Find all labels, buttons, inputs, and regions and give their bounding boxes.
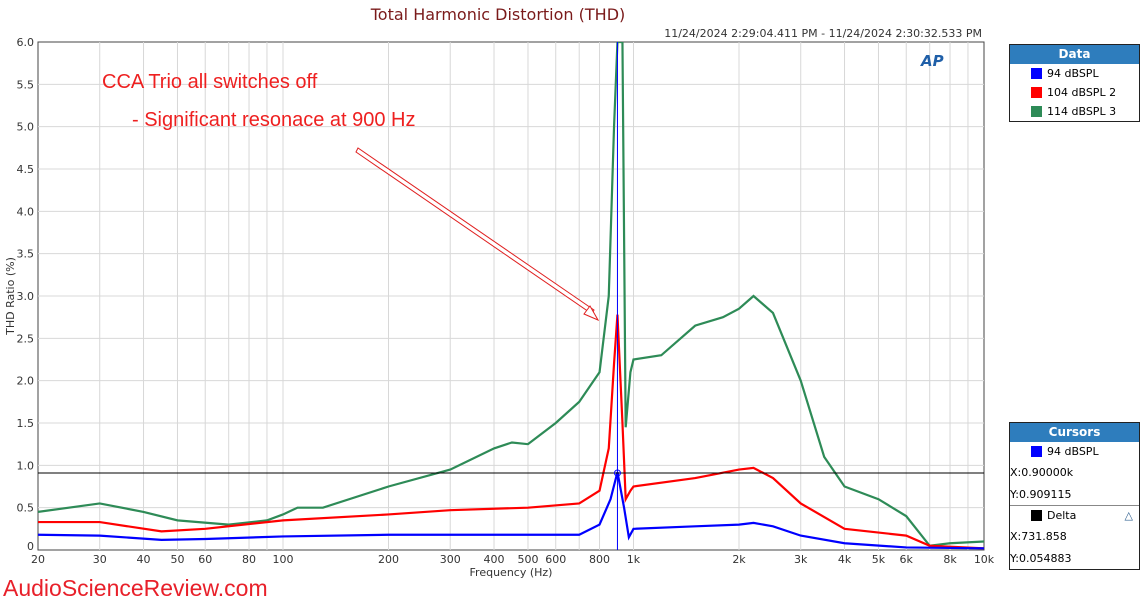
swatch-icon: [1031, 68, 1042, 79]
y-tick-label: 3.0: [17, 290, 35, 303]
delta-label: Delta: [1047, 509, 1077, 522]
delta-icon[interactable]: △: [1124, 509, 1133, 522]
swatch-icon: [1031, 87, 1042, 98]
y-tick-label: 1.5: [17, 417, 35, 430]
x-tick-label: 6k: [900, 553, 914, 566]
y-tick-label: 5.5: [17, 78, 35, 91]
swatch-icon: [1031, 510, 1042, 521]
y-tick-label: 3.5: [17, 248, 35, 261]
y-tick-label: 4.0: [17, 205, 35, 218]
cursor-marker: [613, 469, 621, 477]
swatch-icon: [1031, 106, 1042, 117]
y-tick-label: 4.5: [17, 163, 35, 176]
series-line-1: [38, 471, 984, 550]
y-tick-label: 0.5: [17, 502, 35, 515]
legend-title: Data: [1010, 45, 1139, 64]
x-tick-label: 40: [137, 553, 151, 566]
x-tick-label: 3k: [794, 553, 808, 566]
annotation-arrowhead: [583, 305, 600, 322]
annotation-arrow: [355, 147, 595, 315]
x-tick-label: 20: [31, 553, 45, 566]
y-tick-label: 1.0: [17, 459, 35, 472]
legend-label: 104 dBSPL 2: [1047, 86, 1117, 99]
x-tick-label: 100: [272, 553, 293, 566]
y-tick-label: 2.5: [17, 332, 35, 345]
x-axis-label: Frequency (Hz): [470, 566, 553, 579]
cursor-y: Y:0.909115: [1010, 487, 1072, 501]
x-tick-label: 200: [378, 553, 399, 566]
x-tick-label: 2k: [732, 553, 746, 566]
cursor-series-label: 94 dBSPL: [1047, 445, 1099, 458]
x-tick-label: 4k: [838, 553, 852, 566]
y-tick-label: 5.0: [17, 121, 35, 134]
x-tick-label: 80: [242, 553, 256, 566]
x-tick-label: 1k: [627, 553, 641, 566]
legend-label: 94 dBSPL: [1047, 67, 1099, 80]
x-tick-label: 50: [170, 553, 184, 566]
annotation-text: - Significant resonace at 900 Hz: [132, 109, 416, 131]
x-tick-label: 30: [93, 553, 107, 566]
x-tick-label: 300: [440, 553, 461, 566]
annotation-text: CCA Trio all switches off: [102, 71, 318, 93]
ap-logo: AP: [921, 52, 944, 70]
y-tick-label: 0: [27, 540, 34, 553]
delta-row: Delta △: [1010, 506, 1139, 525]
delta-y: Y:0.054883: [1010, 551, 1072, 565]
cursor-x: X:0.90000k: [1010, 465, 1074, 479]
cursors-panel: Cursors 94 dBSPL X:0.90000k Y:0.909115 D…: [1009, 422, 1140, 570]
y-tick-label: 2.0: [17, 375, 35, 388]
legend-item[interactable]: 114 dBSPL 3: [1010, 102, 1139, 121]
legend-label: 114 dBSPL 3: [1047, 105, 1117, 118]
chart-timestamp: 11/24/2024 2:29:04.411 PM - 11/24/2024 2…: [664, 27, 982, 40]
x-tick-label: 10k: [974, 553, 995, 566]
y-axis-label: THD Ratio (%): [4, 257, 17, 336]
series-line-2: [38, 314, 984, 550]
cursor-series: 94 dBSPL: [1010, 442, 1139, 461]
watermark: AudioScienceReview.com: [3, 575, 268, 601]
data-legend: Data 94 dBSPL 104 dBSPL 2 114 dBSPL 3: [1009, 44, 1140, 122]
x-tick-label: 800: [589, 553, 610, 566]
x-tick-label: 400: [484, 553, 505, 566]
x-tick-label: 5k: [872, 553, 886, 566]
series-line-3: [38, 42, 984, 547]
x-tick-label: 60: [198, 553, 212, 566]
x-tick-label: 600: [545, 553, 566, 566]
legend-item[interactable]: 94 dBSPL: [1010, 64, 1139, 83]
x-tick-label: 8k: [943, 553, 957, 566]
delta-x: X:731.858: [1010, 529, 1067, 543]
swatch-icon: [1031, 446, 1042, 457]
y-tick-label: 6.0: [17, 36, 35, 49]
cursors-title: Cursors: [1010, 423, 1139, 442]
x-tick-label: 500: [517, 553, 538, 566]
legend-item[interactable]: 104 dBSPL 2: [1010, 83, 1139, 102]
chart-title: Total Harmonic Distortion (THD): [370, 5, 626, 24]
